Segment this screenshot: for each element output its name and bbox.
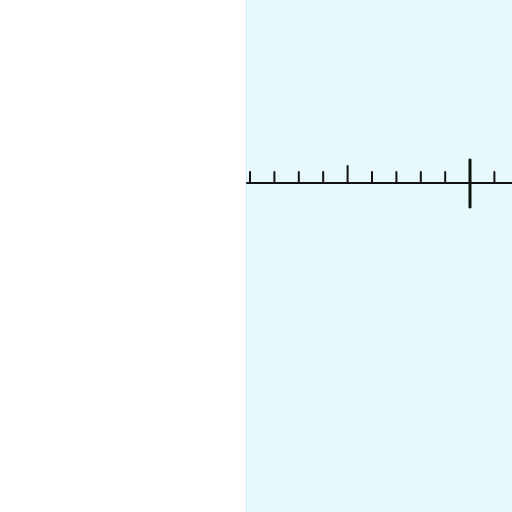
tick-group [249,165,496,184]
number-line-panel [246,0,512,512]
blank-area [0,0,246,512]
